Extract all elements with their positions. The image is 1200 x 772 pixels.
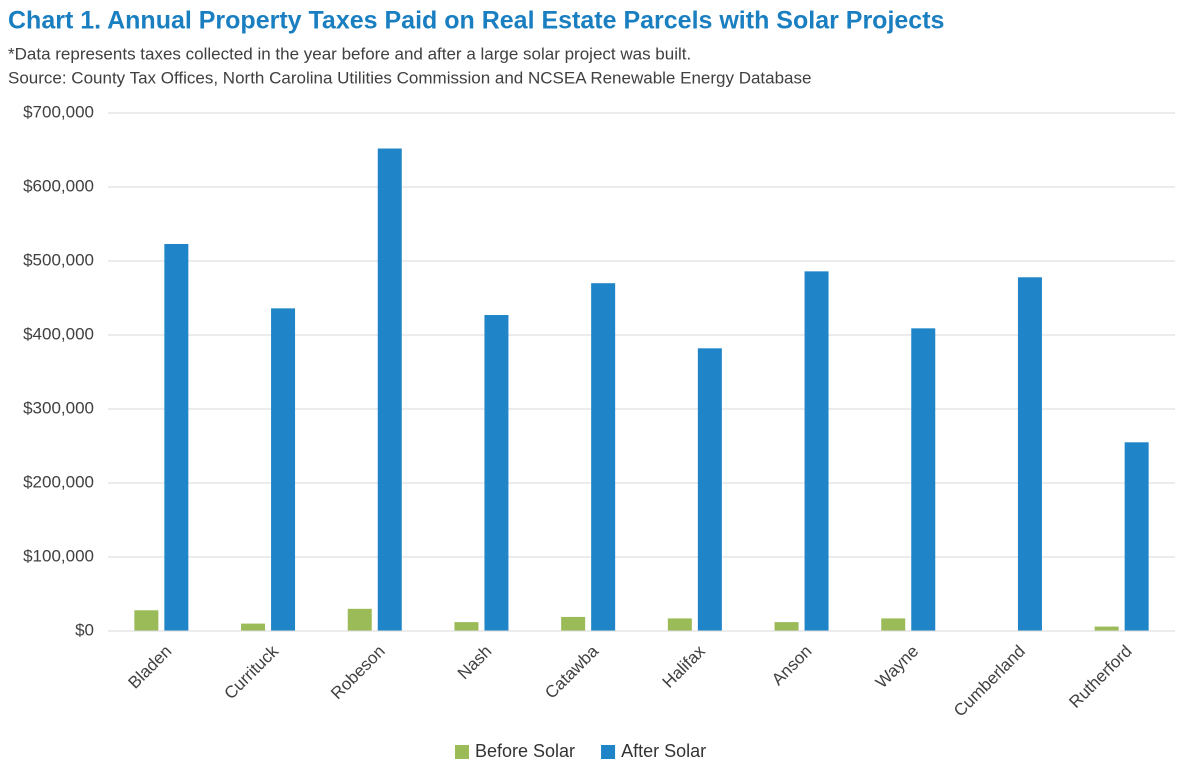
x-tick-label: Wayne [872,642,922,692]
bar [911,328,936,631]
legend-swatch [601,745,616,759]
bar [881,618,906,631]
bar [774,622,799,631]
chart-title: Chart 1. Annual Property Taxes Paid on R… [8,7,944,35]
bar [484,315,509,631]
y-tick-label: $200,000 [23,472,94,491]
subtitle: *Data represents taxes collected in the … [8,44,691,63]
y-tick-label: $0 [75,620,94,639]
bar [697,348,722,631]
bar [1017,277,1042,631]
x-tick-label: Currituck [221,641,283,703]
bar [591,283,616,631]
y-tick-label: $600,000 [23,176,94,195]
y-tick-label: $300,000 [23,398,94,417]
x-tick-label: Nash [454,642,495,683]
x-tick-label: Halifax [659,641,710,692]
bar [804,271,829,631]
x-tick-label: Anson [768,642,816,690]
bar [1094,626,1119,631]
bar [1124,442,1149,631]
bar [667,618,692,631]
bar [377,148,402,631]
y-tick-label: $700,000 [23,102,94,121]
bar [454,622,479,631]
x-tick-label: Catawba [541,641,602,702]
bar [241,623,266,631]
legend-label: Before Solar [475,741,575,761]
legend-swatch [455,745,469,759]
source: Source: County Tax Offices, North Caroli… [8,68,811,87]
bar [271,308,296,631]
x-tick-label: Bladen [124,642,175,693]
y-tick-label: $500,000 [23,250,94,269]
bar [164,243,189,632]
bar [134,610,159,631]
bar [561,616,586,631]
bar [347,608,372,631]
y-tick-label: $100,000 [23,546,94,565]
x-tick-label: Robeson [327,642,389,704]
x-tick-label: Rutherford [1065,642,1135,712]
x-tick-label: Cumberland [950,642,1029,721]
legend-label: After Solar [621,741,706,761]
y-tick-label: $400,000 [23,324,94,343]
